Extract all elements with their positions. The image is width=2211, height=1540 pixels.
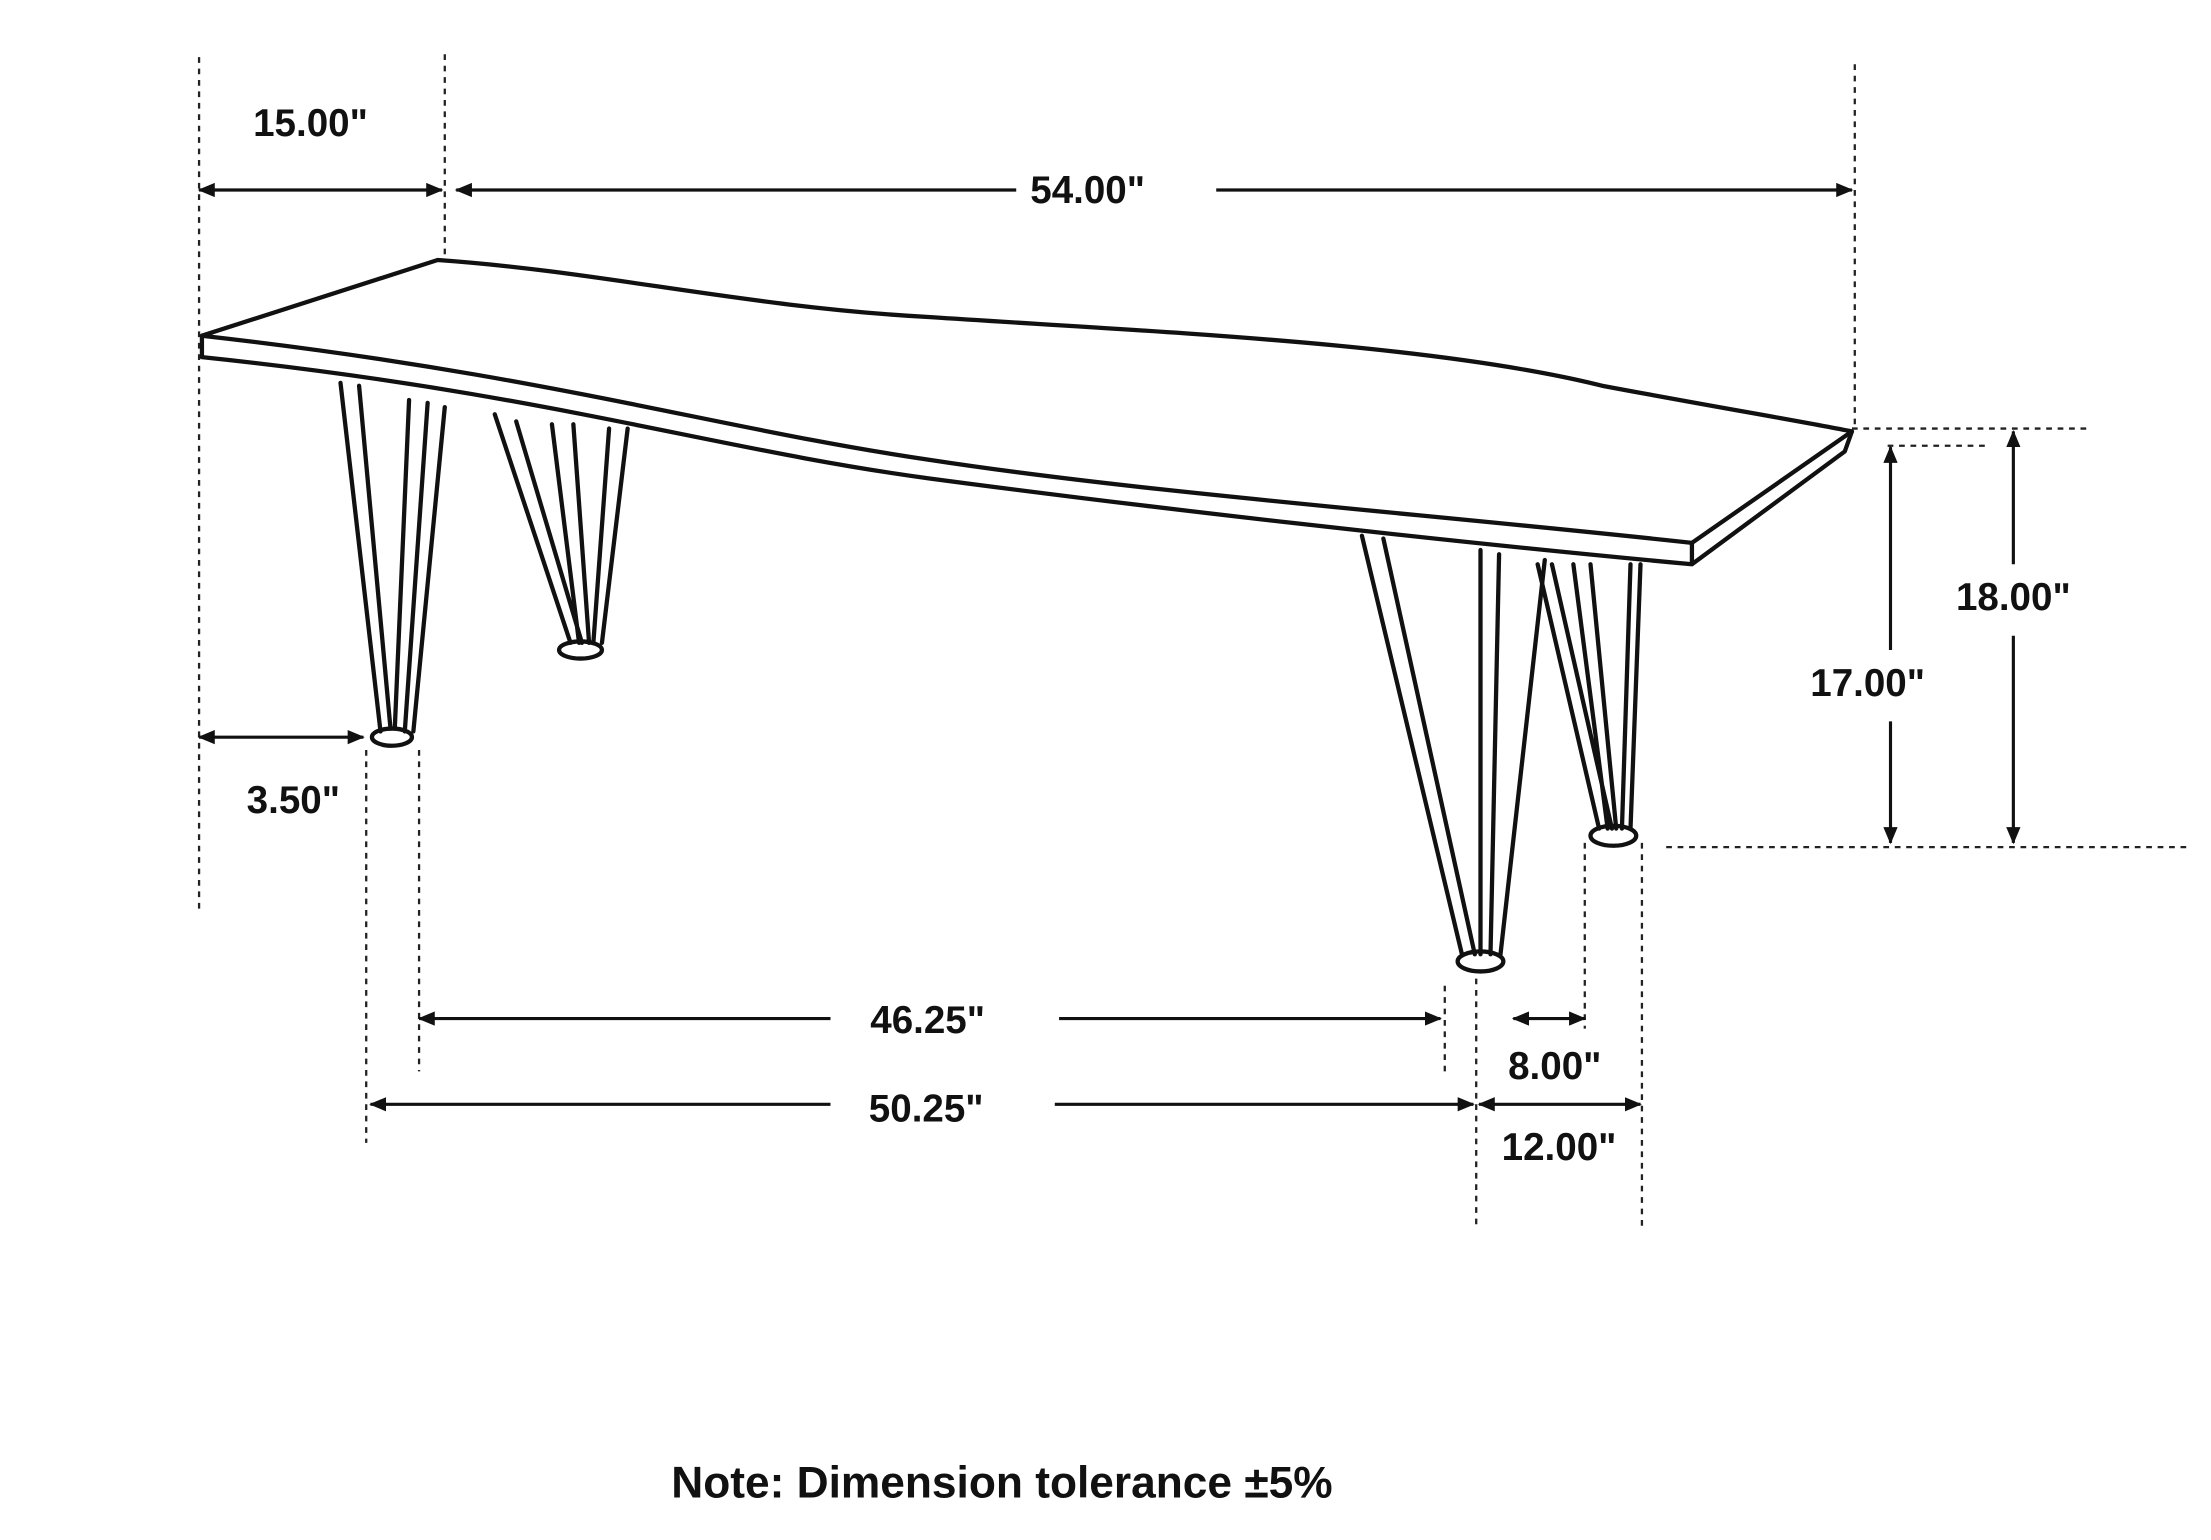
dimension-label: 17.00" xyxy=(1810,662,1925,705)
dimension-label: 50.25" xyxy=(869,1088,984,1131)
dimension-label: 54.00" xyxy=(1030,169,1145,212)
dimension-label: 3.50" xyxy=(247,779,340,822)
extension-lines xyxy=(197,54,2188,1229)
dimension-label: 18.00" xyxy=(1956,576,2071,619)
dimension-label: 12.00" xyxy=(1502,1126,1617,1169)
bench xyxy=(199,257,1855,974)
dimension-label: 46.25" xyxy=(870,999,985,1042)
dimension-lines xyxy=(197,182,2021,1112)
dimension-label: 15.00" xyxy=(253,102,368,145)
dimension-labels: 15.00" 54.00" 18.00" 17.00" 3.50" 46.25"… xyxy=(247,102,2071,1169)
dimension-label: 8.00" xyxy=(1508,1045,1601,1088)
tolerance-note: Note: Dimension tolerance ±5% xyxy=(671,1458,1332,1507)
